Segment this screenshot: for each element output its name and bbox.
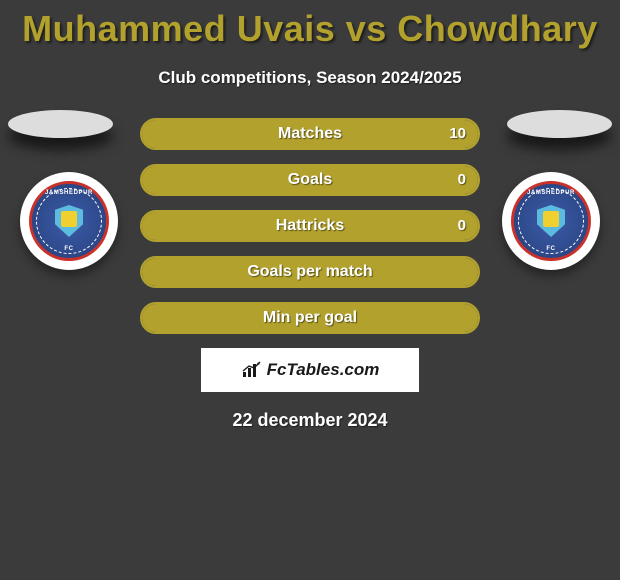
stat-label: Min per goal [142,304,478,332]
brand-box: FcTables.com [201,348,419,392]
club-name-top: JAMSHEDPUR [527,190,575,196]
stat-row: Hattricks0 [140,210,480,242]
club-name-bottom: FC [64,246,73,252]
club-logo-left: JAMSHEDPUR FC [20,172,118,270]
stat-row: Min per goal [140,302,480,334]
club-logo-right: JAMSHEDPUR FC [502,172,600,270]
stat-label: Goals [142,166,478,194]
stat-value-right: 0 [458,166,466,194]
stat-label: Matches [142,120,478,148]
stat-label: Hattricks [142,212,478,240]
comparison-content: JAMSHEDPUR FC JAMSHEDPUR FC Matches10 Goa… [0,118,620,431]
club-crest-right: JAMSHEDPUR FC [511,181,591,261]
date-text: 22 december 2024 [0,410,620,431]
stat-label: Goals per match [142,258,478,286]
shield-icon [537,205,565,237]
shield-icon [55,205,83,237]
club-crest-left: JAMSHEDPUR FC [29,181,109,261]
stat-row: Goals per match [140,256,480,288]
page-title: Muhammed Uvais vs Chowdhary [0,0,620,50]
brand-text: FcTables.com [267,360,380,380]
stat-row: Matches10 [140,118,480,150]
stat-value-right: 10 [449,120,466,148]
player-badge-left [8,110,113,138]
stat-value-right: 0 [458,212,466,240]
club-name-top: JAMSHEDPUR [45,190,93,196]
player-badge-right [507,110,612,138]
stat-row: Goals0 [140,164,480,196]
subtitle: Club competitions, Season 2024/2025 [0,68,620,88]
chart-icon [241,361,263,379]
club-name-bottom: FC [546,246,555,252]
stat-bars: Matches10Goals0Hattricks0Goals per match… [140,118,480,334]
